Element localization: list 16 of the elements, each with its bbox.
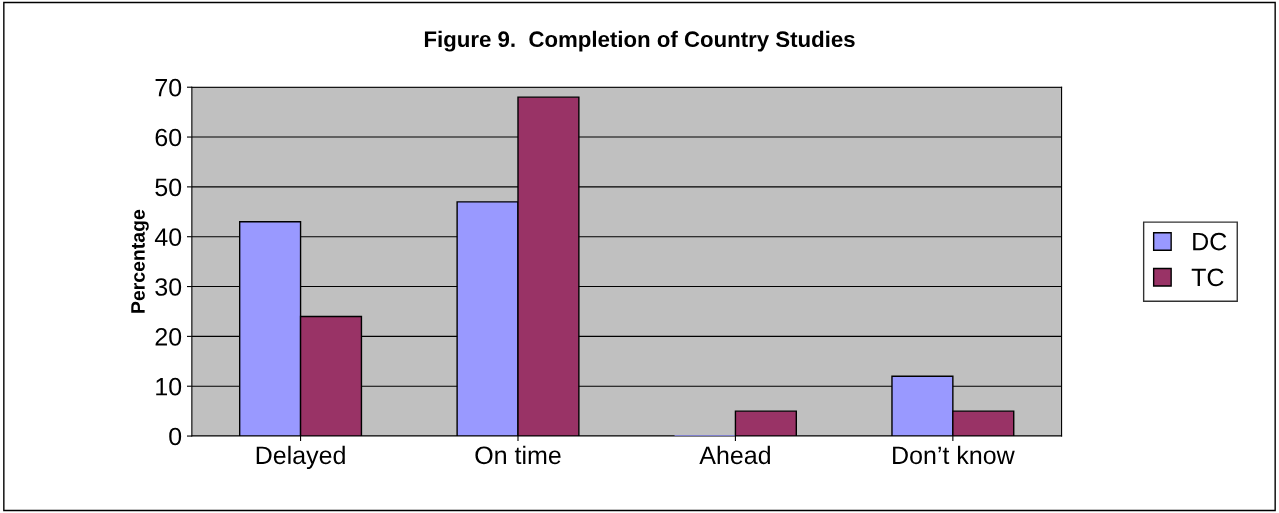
x-tick-label: Delayed <box>256 445 345 470</box>
legend-label: TC <box>1191 268 1224 287</box>
y-tick-label: 40 <box>154 228 182 247</box>
x-tick-label: Ahead <box>699 445 770 465</box>
y-tick-label: 0 <box>169 427 182 446</box>
y-tick-label: 70 <box>155 78 182 97</box>
y-tick-label: 20 <box>155 327 182 346</box>
y-tick-label: 60 <box>155 128 182 147</box>
y-tick-label: 50 <box>155 178 182 197</box>
y-tick-label: 10 <box>156 377 182 396</box>
x-tick-label: On time <box>475 445 561 465</box>
legend-label: DC <box>1193 232 1227 251</box>
chart-title: Figure 9. Completion of Country Studies <box>424 30 855 52</box>
y-tick-label: 30 <box>155 278 182 296</box>
y-axis-title: Percentage <box>131 209 149 313</box>
x-tick-label: Don’t know <box>893 445 1015 465</box>
